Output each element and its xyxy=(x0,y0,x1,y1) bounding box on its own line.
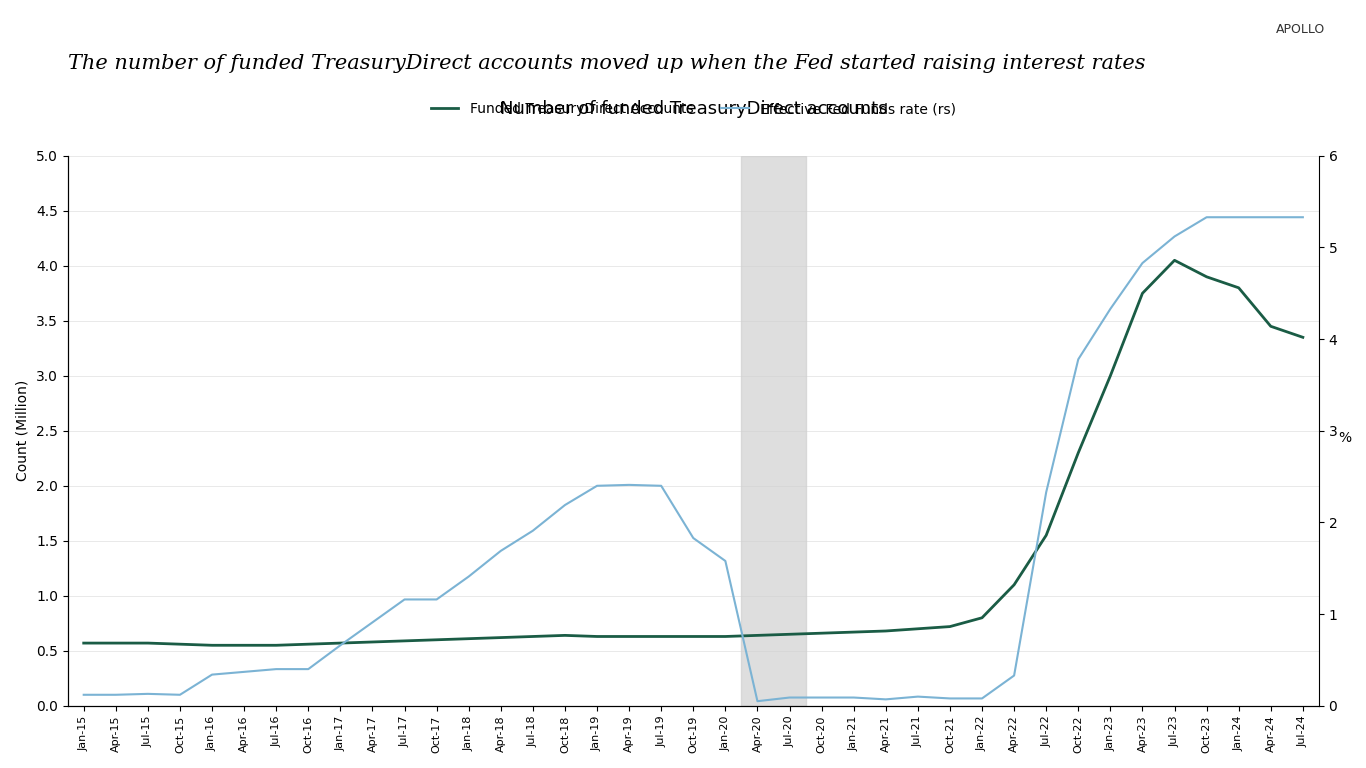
Y-axis label: Count (Million): Count (Million) xyxy=(15,380,29,482)
Bar xyxy=(742,156,806,706)
Text: The number of funded TreasuryDirect accounts moved up when the Fed started raisi: The number of funded TreasuryDirect acco… xyxy=(68,54,1146,73)
Y-axis label: %: % xyxy=(1337,431,1351,445)
Text: APOLLO: APOLLO xyxy=(1276,23,1325,36)
Title: Number of funded TreasuryDirect accounts: Number of funded TreasuryDirect accounts xyxy=(500,100,887,118)
Legend: Funded TreasuryDirect Accounts, Effective Fed Funds rate (rs): Funded TreasuryDirect Accounts, Effectiv… xyxy=(425,97,962,122)
